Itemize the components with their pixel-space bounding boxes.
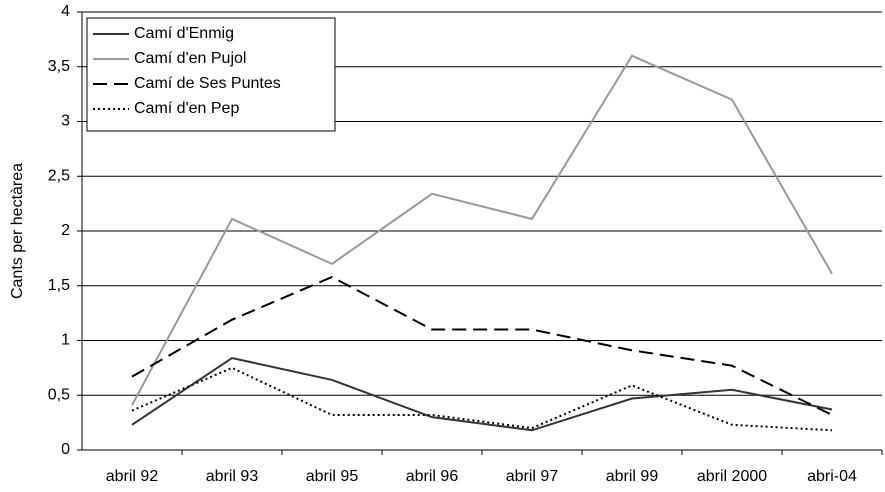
x-tick-label: abril 97	[506, 468, 559, 485]
y-tick-label: 3,5	[48, 58, 70, 75]
legend-label: Camí d'Enmig	[134, 25, 234, 42]
y-tick-label: 2,5	[48, 167, 70, 184]
legend-label: Camí d'en Pujol	[134, 50, 246, 67]
y-tick-label: 4	[61, 3, 70, 20]
y-tick-label: 1,5	[48, 277, 70, 294]
x-tick-label: abril 95	[306, 468, 359, 485]
legend-label: Camí de Ses Puntes	[134, 75, 281, 92]
series-line	[131, 366, 833, 432]
series-line	[131, 356, 833, 432]
y-tick-label: 0,5	[48, 386, 70, 403]
y-tick-label: 1	[61, 332, 70, 349]
y-axis-label: Cants per hectàrea	[9, 163, 26, 299]
x-tick-label: abril 96	[406, 468, 459, 485]
y-tick-label: 3	[61, 113, 70, 130]
legend-label: Camí d'en Pep	[134, 100, 239, 117]
x-tick-label: abril 92	[106, 468, 159, 485]
x-tick-label: abril 99	[606, 468, 659, 485]
x-tick-label: abril 2000	[697, 468, 767, 485]
x-tick-label: abril 93	[206, 468, 259, 485]
legend-box	[86, 17, 336, 132]
x-tick-label: abri-04	[807, 468, 857, 485]
series-line	[131, 54, 833, 406]
y-tick-label: 0	[61, 441, 70, 458]
series-line	[131, 275, 833, 416]
y-tick-label: 2	[61, 222, 70, 239]
